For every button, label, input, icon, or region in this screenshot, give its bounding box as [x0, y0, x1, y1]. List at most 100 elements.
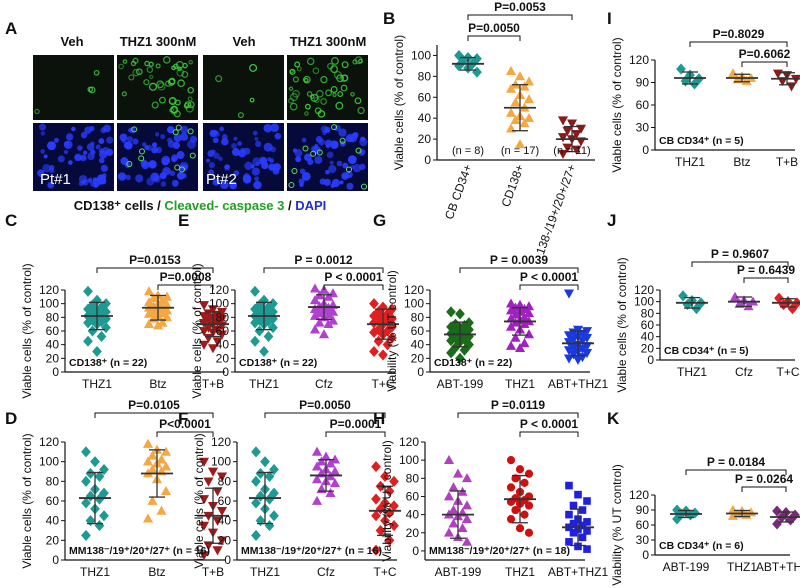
- p-value: P =0.0119: [491, 398, 545, 412]
- cell-blue: [141, 160, 150, 170]
- significance-bracket: [685, 469, 787, 475]
- data-point: [524, 501, 534, 510]
- y-tick-label: 60: [418, 90, 432, 104]
- cell-green: [292, 89, 300, 98]
- cell-green: [34, 108, 40, 115]
- cell-blue: [40, 149, 46, 154]
- data-point: [514, 139, 526, 149]
- y-tick-label: 20: [216, 351, 230, 365]
- data-point: [320, 451, 332, 461]
- p-value: P=0.8029: [713, 27, 765, 41]
- y-tick-label: 100: [411, 48, 431, 62]
- y-tick-label: 40: [46, 338, 60, 352]
- data-point: [557, 133, 569, 143]
- data-point: [557, 116, 569, 126]
- cell-blue: [162, 166, 171, 176]
- data-point: [520, 478, 529, 487]
- cell-blue: [154, 132, 160, 137]
- x-tick-label: THZ1: [677, 365, 707, 379]
- data-point: [96, 315, 107, 327]
- cell-blue: [208, 162, 215, 169]
- cell-green: [316, 90, 324, 98]
- y-tick-label: 120: [211, 435, 231, 449]
- data-point: [309, 324, 321, 334]
- cell-blue: [151, 142, 158, 148]
- cell-blue: [179, 161, 189, 171]
- data-point: [461, 513, 473, 524]
- y-tick-label: 0: [52, 553, 59, 567]
- cell-green: [155, 63, 161, 69]
- cell-blue: [47, 141, 56, 151]
- cell-blue: [251, 167, 260, 176]
- data-point: [461, 473, 473, 483]
- data-point: [81, 497, 91, 509]
- data-point: [143, 286, 155, 296]
- y-tick-label: 0: [52, 365, 59, 379]
- data-point: [566, 119, 578, 129]
- y-tick-label: 0: [642, 143, 649, 157]
- p-value: P < 0.0001: [520, 270, 578, 284]
- sample-note: CD138⁺ (n = 22): [239, 357, 317, 369]
- data-point: [156, 505, 167, 515]
- x-tick-label: THZ1: [727, 560, 757, 574]
- data-point: [384, 485, 395, 497]
- data-point: [198, 551, 210, 561]
- data-point: [515, 465, 525, 474]
- x-tick-label: ABT-199: [663, 560, 710, 574]
- cell-blue: [169, 170, 176, 177]
- x-tick-label: Cfz: [317, 565, 335, 579]
- significance-bracket: [459, 267, 579, 273]
- data-point: [94, 470, 105, 482]
- y-tick-label: 80: [411, 310, 425, 324]
- cell-blue: [42, 164, 51, 173]
- cell-green: [149, 74, 154, 80]
- y-tick-label: 120: [634, 283, 654, 297]
- data-point: [371, 493, 381, 505]
- cell-blue: [307, 158, 314, 165]
- data-point: [264, 520, 275, 532]
- cell-green: [288, 86, 294, 91]
- sample-note: CD138⁺ (n = 22): [69, 357, 147, 369]
- cell-green: [158, 96, 166, 104]
- cell-blue: [294, 149, 303, 158]
- cell-green: [215, 75, 223, 83]
- data-point: [369, 298, 379, 310]
- caption: CD138⁺ cells / Cleaved- caspase 3 / DAPI: [74, 198, 327, 213]
- cell-blue: [351, 132, 359, 139]
- data-point: [269, 463, 279, 476]
- cell-green: [289, 102, 298, 111]
- data-point: [387, 332, 397, 344]
- data-point: [565, 510, 573, 519]
- y-tick-label: 40: [411, 338, 425, 352]
- data-point: [309, 295, 321, 305]
- cell-blue: [299, 182, 304, 188]
- data-point: [569, 528, 578, 537]
- cell-green: [316, 149, 323, 156]
- cell-blue: [37, 169, 45, 177]
- cell-green: [320, 76, 328, 84]
- x-tick-label: T+C: [371, 377, 394, 391]
- cell-green: [310, 150, 317, 157]
- y-axis-label: Viability (% UT control): [380, 440, 394, 562]
- cell-green: [331, 57, 339, 65]
- cell-green: [358, 58, 363, 64]
- x-tick-label: ABT-199: [435, 565, 482, 579]
- x-tick-label: Cfz: [735, 365, 753, 379]
- cell-blue: [298, 178, 305, 185]
- y-tick-label: 100: [39, 297, 59, 311]
- data-point: [443, 491, 455, 501]
- data-point: [83, 285, 93, 297]
- data-point: [250, 285, 260, 297]
- data-point: [212, 546, 223, 556]
- significance-bracket: [96, 267, 214, 273]
- cell-blue: [171, 179, 179, 187]
- y-tick-label: 40: [218, 514, 232, 528]
- y-axis-label: Viable cells (% of control): [20, 263, 34, 398]
- cell-blue: [207, 150, 215, 158]
- y-tick-label: 0: [647, 353, 654, 367]
- p-value: P = 0.0264: [735, 472, 793, 486]
- data-point: [260, 456, 270, 468]
- y-tick-label: 120: [629, 488, 649, 502]
- cell-blue: [135, 174, 144, 183]
- data-point: [327, 315, 339, 325]
